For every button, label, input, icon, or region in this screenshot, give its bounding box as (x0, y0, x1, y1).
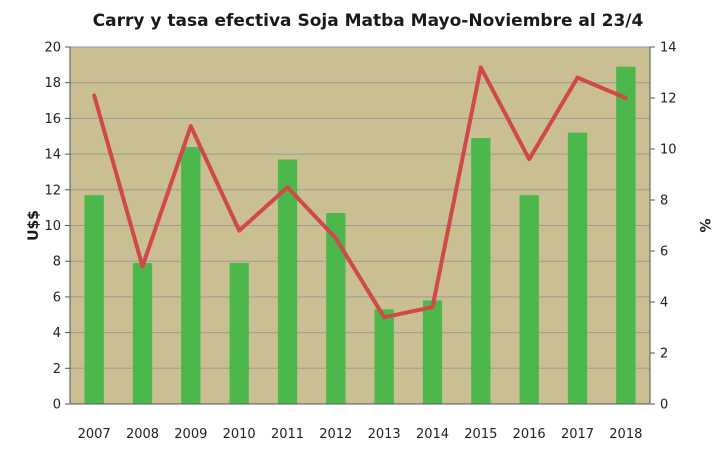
x-tick-label: 2011 (271, 427, 304, 442)
y2-tick-label: 12 (660, 92, 677, 107)
x-tick-label: 2008 (126, 427, 159, 442)
y-tick-label: 0 (53, 398, 61, 413)
axes: 0 2 4 6 8 10 12 14 16 18 20 0 2 4 6 8 10 12 14 2007 2008 2009… (44, 41, 676, 443)
y2-tick-label: 6 (660, 245, 668, 260)
grid-lines (70, 46, 650, 405)
y-tick-label: 12 (44, 183, 61, 198)
y2-tick-label: 14 (660, 41, 677, 56)
x-tick-label: 2007 (78, 427, 111, 442)
y2-tick-label: 0 (660, 398, 668, 413)
x-tick-label: 2009 (174, 427, 207, 442)
bar (471, 138, 491, 404)
bar (132, 262, 153, 404)
bar (567, 132, 588, 404)
bar-series (84, 66, 636, 404)
y-tick-label: 6 (53, 290, 61, 305)
y2-tick-label: 2 (660, 347, 668, 362)
x-tick-label: 2014 (416, 427, 449, 442)
bar (422, 300, 443, 404)
x-tick-label: 2012 (319, 427, 352, 442)
y-tick-label: 16 (44, 112, 61, 127)
y2-tick-label: 10 (660, 143, 677, 158)
x-tick-label: 2013 (368, 427, 401, 442)
bar (229, 262, 249, 404)
y-axis-label: U$$ (26, 210, 42, 241)
x-tick-label: 2016 (513, 427, 546, 442)
bar (181, 146, 201, 404)
bar (616, 66, 636, 404)
y2-tick-label: 4 (660, 296, 668, 311)
x-tick-label: 2015 (464, 427, 497, 442)
x-tick-label: 2010 (223, 427, 256, 442)
chart-title: Carry y tasa efectiva Soja Matba Mayo-No… (93, 11, 644, 31)
line-series (92, 65, 628, 320)
bar (374, 309, 394, 404)
y-tick-label: 4 (53, 326, 61, 341)
x-tick-label: 2018 (609, 427, 642, 442)
y-tick-label: 14 (44, 148, 61, 163)
y-tick-label: 2 (53, 362, 61, 377)
y-tick-label: 20 (44, 41, 61, 56)
y-tick-label: 18 (44, 76, 61, 91)
x-tick-label: 2017 (561, 427, 594, 442)
y2-tick-label: 8 (660, 194, 668, 209)
bar (84, 195, 104, 404)
y-tick-label: 10 (44, 219, 61, 234)
bar (277, 159, 298, 404)
y2-axis-label: % (696, 218, 712, 232)
bar (519, 195, 539, 404)
y-tick-label: 8 (53, 255, 61, 270)
line-path (92, 65, 628, 320)
bar (326, 213, 346, 404)
